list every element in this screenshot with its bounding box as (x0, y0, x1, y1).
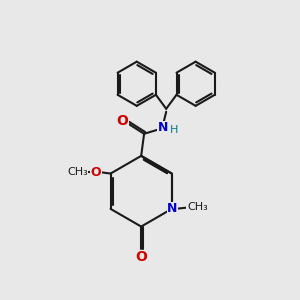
Text: N: N (167, 202, 178, 215)
Text: O: O (91, 166, 101, 178)
Text: CH₃: CH₃ (67, 167, 88, 177)
Text: O: O (116, 114, 128, 128)
Text: N: N (158, 122, 168, 134)
Text: CH₃: CH₃ (187, 202, 208, 212)
Text: H: H (170, 125, 178, 135)
Text: O: O (135, 250, 147, 265)
